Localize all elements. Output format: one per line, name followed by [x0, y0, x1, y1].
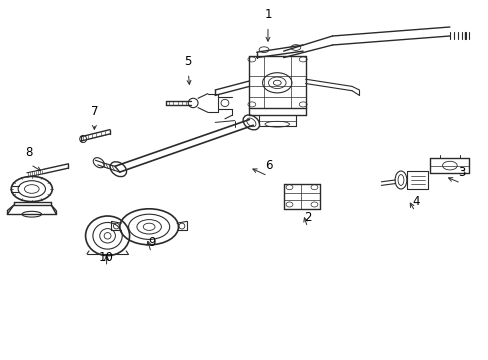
Text: 4: 4 — [411, 195, 419, 208]
Text: 3: 3 — [457, 166, 465, 179]
Text: 2: 2 — [304, 211, 311, 224]
Text: 5: 5 — [184, 55, 192, 68]
Text: 1: 1 — [264, 8, 271, 21]
Text: 7: 7 — [90, 105, 98, 118]
Text: 10: 10 — [99, 251, 114, 264]
Text: 6: 6 — [264, 159, 272, 172]
Text: 8: 8 — [25, 147, 33, 159]
Text: 9: 9 — [147, 237, 155, 249]
